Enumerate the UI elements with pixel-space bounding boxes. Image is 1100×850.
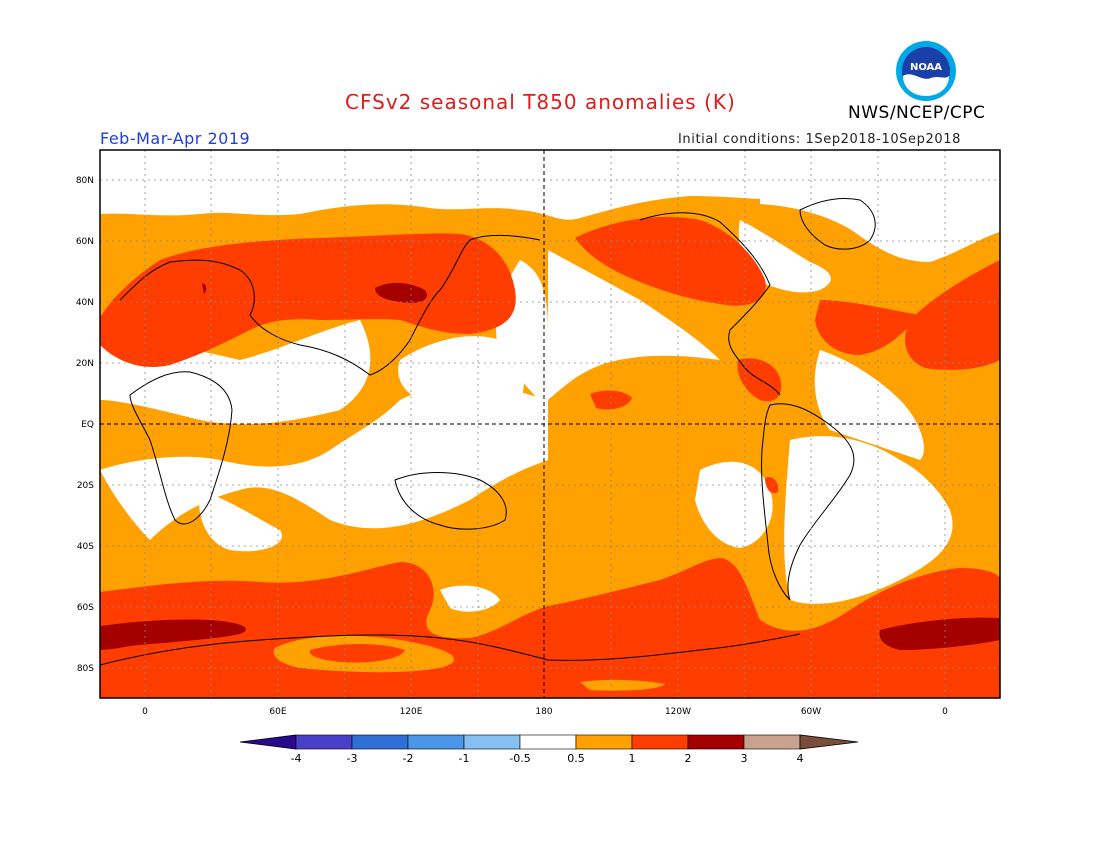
north-america-coast (639, 212, 781, 396)
anomaly-2-3-east-asia (375, 282, 428, 303)
australia-coast (394, 472, 507, 530)
anomaly-1-2-north-america (575, 216, 766, 306)
colorbar-label: 0.5 (567, 752, 585, 765)
neutral-tropics-west (100, 383, 548, 540)
map-frame (99, 149, 1001, 699)
anomaly-1-2-central-atlantic (815, 300, 920, 355)
neutral-southern-ocean-patch (440, 585, 500, 612)
initial-conditions: Initial conditions: 1Sep2018-10Sep2018 (678, 132, 961, 147)
colorbar-label: 4 (797, 752, 804, 765)
colorbar-cell (631, 734, 689, 750)
lat-label: 20S (77, 481, 94, 491)
chart-title: CFSv2 seasonal T850 anomalies (K) (345, 90, 736, 114)
lat-label: 60N (76, 237, 94, 247)
colorbar-cell (575, 734, 633, 750)
neutral-arctic (100, 150, 1000, 233)
colorbar-low-arrow (239, 734, 297, 750)
eurasia-coast (119, 234, 541, 376)
colorbar-label: -3 (347, 752, 358, 765)
neutral-east-pacific (548, 250, 720, 400)
colorbar-labels: -4 -3 -2 -1 -0.5 0.5 1 2 3 4 (291, 752, 804, 765)
noaa-logo-text: NOAA (910, 62, 942, 73)
colorbar-label: 3 (741, 752, 748, 765)
lat-label: 80N (76, 176, 94, 186)
colorbar: -4 -3 -2 -1 -0.5 0.5 1 2 3 4 (239, 734, 859, 765)
lat-label: 80S (77, 664, 94, 674)
colorbar-cell (687, 734, 745, 750)
lon-labels: 0 60E 120E 180 120W 60W 0 (142, 707, 948, 717)
lat-label: 60S (77, 603, 94, 613)
lat-label: 20N (76, 359, 94, 369)
anomaly-1-2-south-america (765, 476, 779, 494)
anomaly-2-3-weddell-east (100, 619, 246, 650)
neutral-north-atlantic-tropics (814, 350, 924, 460)
colorbar-cell (463, 734, 521, 750)
neutral-indian-ocean (199, 490, 282, 552)
neutral-south-atlantic (784, 436, 953, 604)
graticule (100, 150, 1000, 698)
colorbar-cell (743, 734, 801, 750)
neutral-western-pacific (398, 336, 524, 408)
colorbar-label: 1 (629, 752, 636, 765)
lat-label: 40N (76, 298, 94, 308)
noaa-logo: NOAA (895, 40, 957, 102)
anomaly-1-2-east-antarctica-core (309, 644, 405, 663)
anomaly-1-2-europe-east (905, 260, 1000, 370)
agency-label: NWS/NCEP/CPC (848, 103, 986, 123)
lon-label: 0 (942, 707, 948, 717)
colorbar-cell (295, 734, 353, 750)
south-america-coast (761, 403, 855, 601)
colorbar-cell (519, 734, 577, 750)
anomaly-0.5-1-ross (580, 679, 665, 691)
colorbar-label: 2 (685, 752, 692, 765)
colorbar-cell (407, 734, 465, 750)
colorbar-label: -1 (459, 752, 470, 765)
colorbar-cells (295, 734, 801, 750)
lon-label: 120W (665, 707, 691, 717)
lon-label: 60W (801, 707, 821, 717)
colorbar-label: -0.5 (509, 752, 530, 765)
lon-label: 120E (400, 707, 423, 717)
lat-label: 40S (77, 542, 94, 552)
colorbar-high-arrow (799, 734, 859, 750)
lat-label: EQ (81, 420, 94, 430)
lat-labels: 80N 60N 40N 20N EQ 20S 40S 60S 80S (76, 176, 94, 674)
coastlines (100, 197, 876, 666)
colorbar-cell (351, 734, 409, 750)
colorbar-label: -4 (291, 752, 302, 765)
anomaly-1-2-tropical-pacific (590, 390, 632, 410)
lon-label: 0 (142, 707, 148, 717)
africa-coast (129, 371, 233, 525)
neutral-south-pacific (695, 461, 773, 548)
anomaly-2-3-europe (202, 283, 207, 294)
neutral-north-atlantic (760, 196, 1000, 262)
forecast-period: Feb-Mar-Apr 2019 (100, 129, 251, 148)
colorbar-label: -2 (403, 752, 414, 765)
anomaly-1-2-eurasia (100, 233, 516, 368)
greenland-coast (799, 197, 876, 250)
anomaly-2-3-weddell-west (879, 617, 1000, 650)
lon-label: 180 (535, 707, 552, 717)
lon-label: 60E (269, 707, 286, 717)
antarctica-coast (100, 633, 801, 666)
